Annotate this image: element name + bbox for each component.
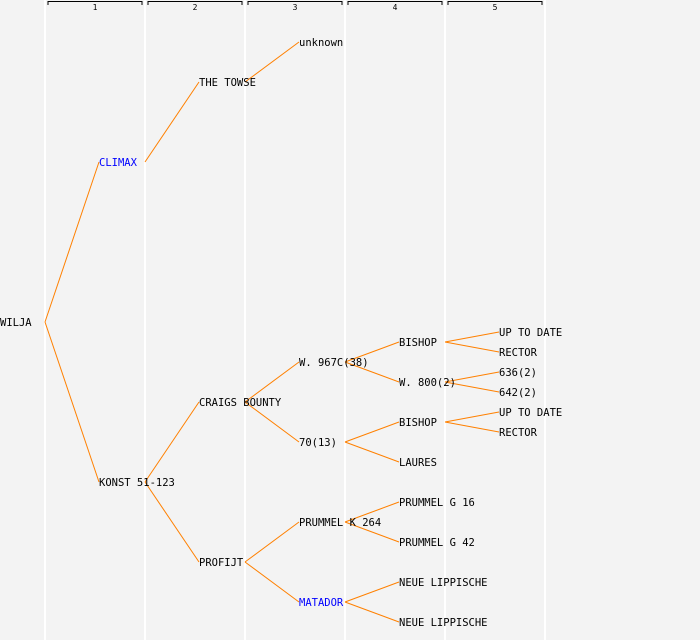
connector-line: [244, 401, 300, 443]
pedigree-nodes: WILJA CLIMAX THE TOWSE unknown KONST 51-123 C…: [0, 37, 562, 629]
column-header: 1: [93, 3, 98, 12]
connector-line: [444, 411, 500, 423]
column-bracket: [247, 1, 343, 5]
pedigree-node[interactable]: KONST 51-123: [99, 477, 175, 489]
connector-line: [244, 361, 300, 403]
connector-line: [144, 81, 200, 163]
connector-line: [344, 501, 400, 523]
connector-line: [444, 331, 500, 343]
connector-line: [344, 441, 400, 463]
pedigree-node[interactable]: PRUMMEL K 264: [299, 517, 381, 529]
pedigree-node[interactable]: 642(2): [499, 387, 537, 399]
connector-line: [144, 481, 200, 563]
connector-line: [44, 321, 100, 483]
connector-line: [344, 361, 400, 383]
connector-line: [244, 561, 300, 603]
pedigree-node[interactable]: WILJA: [0, 317, 32, 329]
pedigree-node[interactable]: UP TO DATE: [499, 327, 562, 339]
connector-line: [444, 341, 500, 353]
pedigree-node[interactable]: 636(2): [499, 367, 537, 379]
column-separators: [44, 0, 546, 640]
column-bracket: [447, 1, 543, 5]
pedigree-node[interactable]: MATADOR: [299, 597, 344, 609]
generation-headers: 1 2 3 4 5: [47, 1, 543, 12]
pedigree-node[interactable]: PROFIJT: [199, 557, 244, 569]
pedigree-node[interactable]: PRUMMEL G 16: [399, 497, 475, 509]
column-header: 5: [493, 3, 498, 12]
pedigree-node[interactable]: LAURES: [399, 457, 437, 469]
column-bracket: [347, 1, 443, 5]
pedigree-node[interactable]: unknown: [299, 37, 343, 49]
pedigree-node[interactable]: PRUMMEL G 42: [399, 537, 475, 549]
pedigree-node[interactable]: NEUE LIPPISCHE: [399, 617, 488, 629]
connector-line: [344, 341, 400, 363]
connector-line: [444, 381, 500, 393]
pedigree-node[interactable]: CRAIGS BOUNTY: [199, 397, 282, 409]
pedigree-node[interactable]: UP TO DATE: [499, 407, 562, 419]
connector-line: [244, 41, 300, 83]
connector-line: [144, 401, 200, 483]
connector-line: [44, 161, 100, 323]
connector-line: [444, 421, 500, 433]
connector-line: [444, 371, 500, 383]
column-header: 4: [393, 3, 398, 12]
pedigree-node[interactable]: W. 800(2): [399, 377, 456, 389]
pedigree-node[interactable]: BISHOP: [399, 417, 437, 429]
pedigree-node[interactable]: NEUE LIPPISCHE: [399, 577, 488, 589]
pedigree-node[interactable]: CLIMAX: [99, 157, 138, 169]
connector-line: [344, 601, 400, 623]
connector-line: [344, 521, 400, 543]
column-header: 2: [193, 3, 198, 12]
pedigree-node[interactable]: THE TOWSE: [199, 77, 256, 89]
pedigree-node[interactable]: RECTOR: [499, 347, 538, 359]
connector-line: [344, 581, 400, 603]
pedigree-node[interactable]: W. 967C(38): [299, 357, 369, 369]
connector-line: [344, 421, 400, 443]
column-bracket: [147, 1, 243, 5]
column-header: 3: [293, 3, 298, 12]
column-bracket: [47, 1, 143, 5]
pedigree-node[interactable]: 70(13): [299, 437, 337, 449]
pedigree-node[interactable]: BISHOP: [399, 337, 437, 349]
connector-line: [244, 521, 300, 563]
pedigree-node[interactable]: RECTOR: [499, 427, 538, 439]
connector-lines: [44, 41, 500, 623]
